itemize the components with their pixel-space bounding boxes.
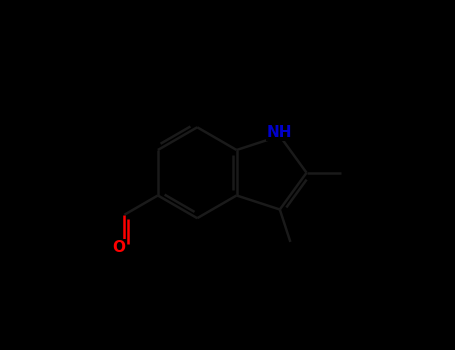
Text: O: O — [112, 239, 126, 254]
Text: NH: NH — [267, 125, 293, 140]
